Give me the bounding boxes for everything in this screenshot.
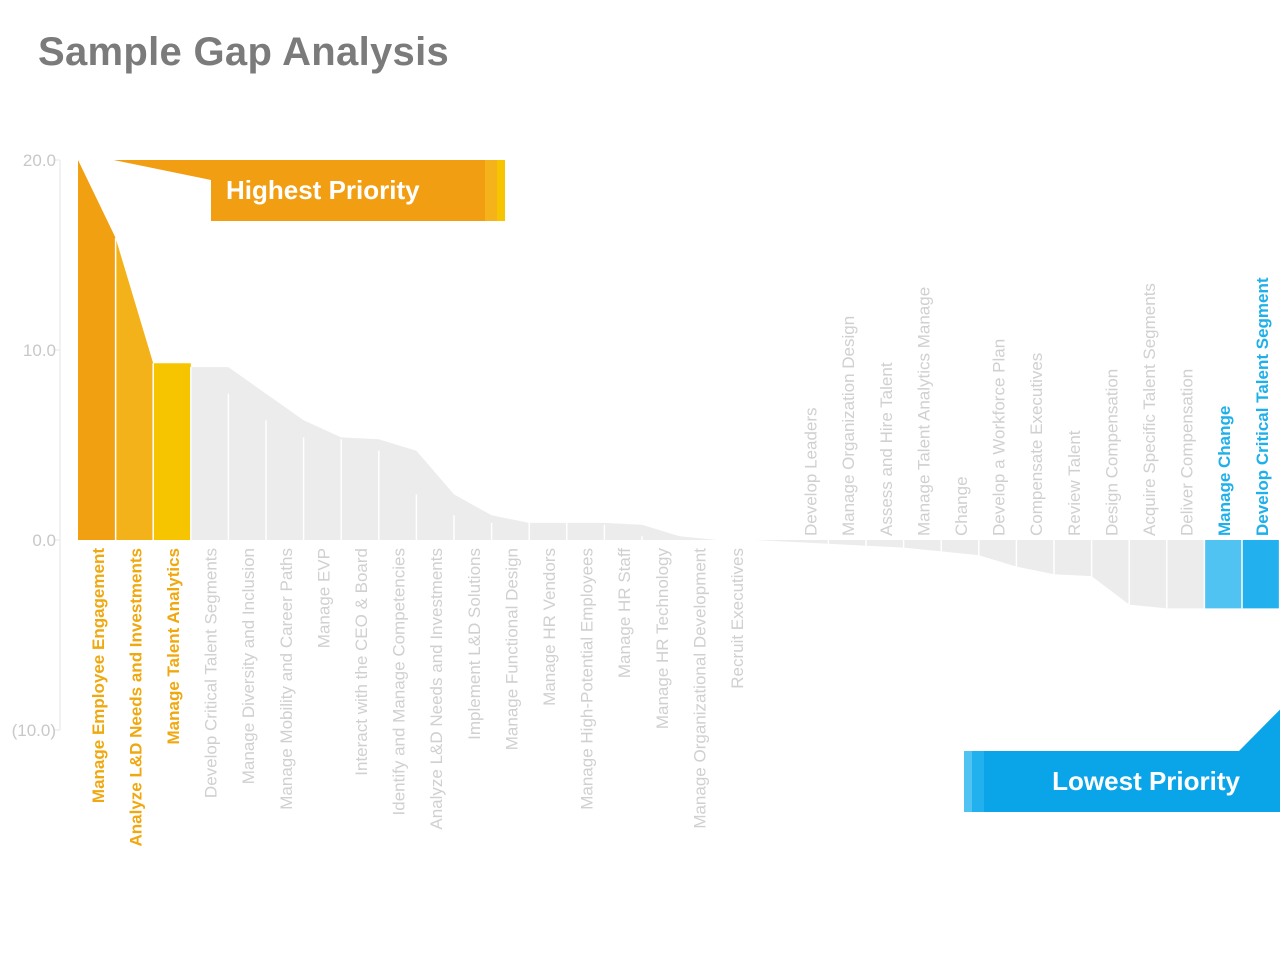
y-tick-label: 10.0 [23,341,56,360]
category-label: Manage Talent Analytics Manage [914,287,933,536]
bar-lowest-2 [1242,540,1280,609]
category-label: Manage Change [1215,406,1234,536]
callout-lowest-accent [972,751,984,812]
category-label: Deliver Compensation [1178,369,1197,536]
category-label: Manage Employee Engagement [89,548,108,803]
bar-lowest-1 [1204,540,1242,609]
gap-area-mid [190,367,1205,609]
y-tick-label: 20.0 [23,151,56,170]
category-label: Manage Organizational Development [690,548,709,829]
callout-highest-accent [485,160,497,221]
callout-lowest-shape [964,709,1280,812]
category-label: Develop Critical Talent Segment [1253,277,1272,536]
category-label: Change [952,476,971,536]
bar-highest-1 [78,160,116,540]
category-label: Acquire Specific Talent Segments [1140,283,1159,536]
category-label: Develop a Workforce Plan [990,339,1009,536]
category-label: Design Compensation [1102,369,1121,536]
callout-highest-shape [113,160,505,221]
category-label: Manage Organization Design [839,316,858,536]
category-label: Manage Functional Design [502,548,521,750]
category-label: Develop Critical Talent Segments [202,548,221,798]
category-label: Manage Diversity and Inclusion [239,548,258,784]
callout-highest-accent [497,160,505,221]
category-label: Manage Mobility and Career Paths [277,548,296,810]
category-label: Develop Leaders [802,407,821,536]
category-label: Compensate Executives [1027,353,1046,536]
bar-highest-2 [115,237,154,540]
category-label: Manage HR Technology [653,548,672,730]
page-title: Sample Gap Analysis [38,30,450,74]
category-label: Assess and Hire Talent [877,362,896,536]
category-label: Manage Talent Analytics [164,548,183,745]
category-label: Implement L&D Solutions [465,548,484,740]
category-label: Review Talent [1065,430,1084,536]
category-label: Interact with the CEO & Board [352,548,371,776]
y-tick-label: 0.0 [32,531,56,550]
category-label: Manage EVP [314,548,333,648]
y-tick-label: (10.0) [12,721,56,740]
callout-lowest-text: Lowest Priority [1052,766,1240,796]
callout-lowest-accent [964,751,972,812]
callout-highest-text: Highest Priority [226,175,420,205]
category-label: Manage HR Vendors [540,548,559,706]
category-label: Recruit Executives [728,548,747,689]
category-label: Identify and Manage Competencies [390,548,409,815]
category-label: Analyze L&D Needs and Investments [427,548,446,830]
bar-highest-3 [153,363,191,540]
category-label: Manage HR Staff [615,548,634,678]
category-label: Analyze L&D Needs and Investments [126,548,145,847]
category-label: Manage High-Potential Employees [578,548,597,810]
